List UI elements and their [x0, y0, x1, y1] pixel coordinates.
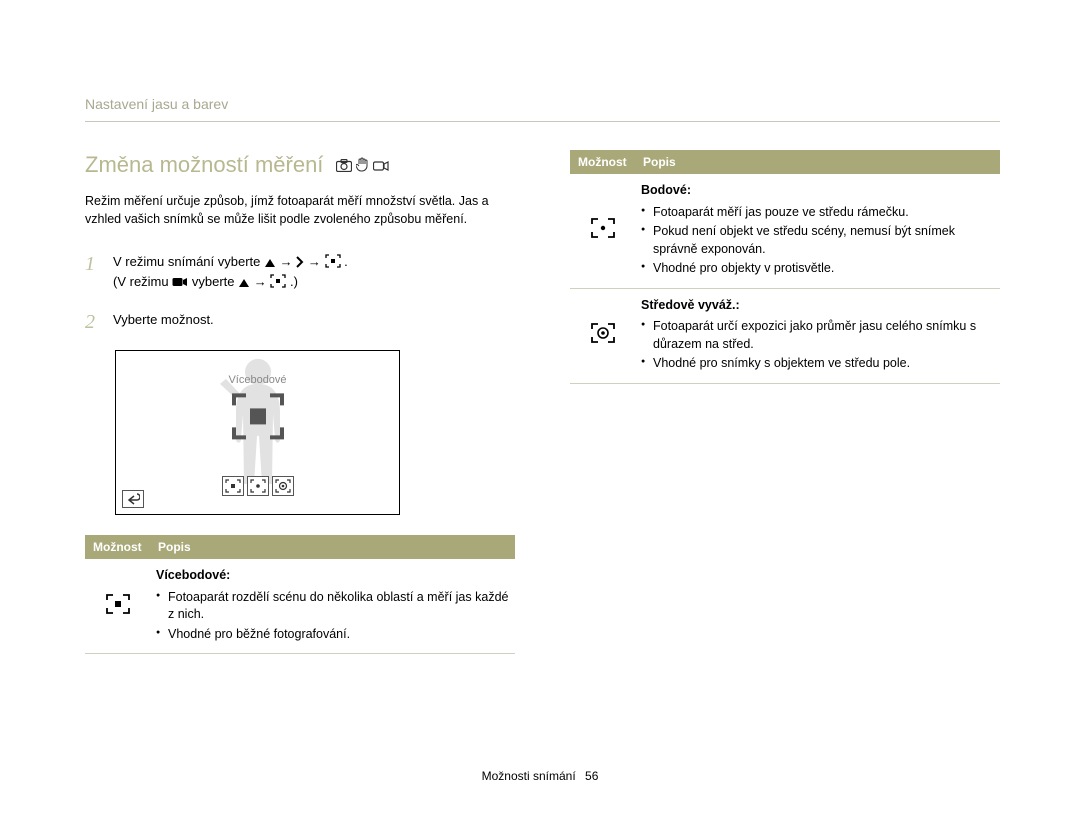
- step-1: 1 V režimu snímání vyberte → → . (V reži…: [85, 250, 515, 293]
- option-bullet: Vhodné pro běžné fotografování.: [156, 626, 509, 644]
- back-button-icon: [122, 490, 144, 508]
- option-title: Vícebodové:: [156, 567, 509, 585]
- option-icon-cell: [85, 559, 150, 654]
- screen-selected-icon: [230, 391, 286, 446]
- option-bullet: Vhodné pro objekty v protisvětle.: [641, 260, 994, 278]
- option-desc-cell: Středově vyváž.: Fotoaparát určí expozic…: [635, 288, 1000, 383]
- step-body: V režimu snímání vyberte → → . (V režimu…: [113, 250, 515, 293]
- th-option: Možnost: [570, 150, 635, 175]
- option-desc-cell: Bodové: Fotoaparát měří jas pouze ve stř…: [635, 174, 1000, 288]
- chevron-right-icon: [296, 255, 304, 273]
- options-table-left: Možnost Popis Vícebodové: Fotoaparát roz…: [85, 535, 515, 655]
- step1-arrow-1: →: [280, 254, 297, 269]
- step-body: Vyberte možnost.: [113, 308, 515, 336]
- option-bullet: Fotoaparát rozdělí scénu do několika obl…: [156, 589, 509, 624]
- screen-options-row: [222, 476, 294, 496]
- metering-center-icon: [590, 322, 616, 344]
- option-bullet: Pokud není objekt ve středu scény, nemus…: [641, 223, 994, 258]
- camera-icon: [336, 150, 352, 181]
- step1-text-d: .: [344, 254, 348, 269]
- page-number: 56: [585, 768, 598, 785]
- table-row: Vícebodové: Fotoaparát rozdělí scénu do …: [85, 559, 515, 654]
- camera-screen-preview: Vícebodové: [115, 350, 400, 515]
- option-bullet: Vhodné pro snímky s objektem ve středu p…: [641, 355, 994, 373]
- up-triangle-icon: [238, 275, 250, 293]
- section-heading: Změna možností měření: [85, 150, 515, 182]
- table-row: Bodové: Fotoaparát měří jas pouze ve stř…: [570, 174, 1000, 288]
- option-icon-cell: [570, 174, 635, 288]
- heading-text: Změna možností měření: [85, 152, 323, 177]
- step-2: 2 Vyberte možnost.: [85, 308, 515, 336]
- option-multi-icon: [222, 476, 244, 496]
- metering-multi-icon: [325, 254, 341, 273]
- right-column: Možnost Popis Bodové: Fotoaparát měří ja…: [570, 150, 1000, 655]
- metering-multi-icon: [270, 274, 286, 293]
- option-title: Bodové:: [641, 182, 994, 200]
- option-bullet: Fotoaparát měří jas pouze ve středu ráme…: [641, 204, 994, 222]
- table-row: Středově vyváž.: Fotoaparát určí expozic…: [570, 288, 1000, 383]
- step1-line2-c: →: [254, 274, 271, 289]
- th-option: Možnost: [85, 535, 150, 560]
- option-desc-cell: Vícebodové: Fotoaparát rozdělí scénu do …: [150, 559, 515, 654]
- step-number: 1: [85, 250, 113, 293]
- th-desc: Popis: [150, 535, 515, 560]
- step1-line2-b: vyberte: [192, 274, 238, 289]
- video-mode-icon: [172, 275, 188, 293]
- intro-text: Režim měření určuje způsob, jímž fotoapa…: [85, 193, 515, 228]
- step1-text-a: V režimu snímání vyberte: [113, 254, 264, 269]
- option-title: Středově vyváž.:: [641, 297, 994, 315]
- option-center-icon: [272, 476, 294, 496]
- hand-icon: [356, 150, 369, 181]
- breadcrumb: Nastavení jasu a barev: [85, 95, 1000, 122]
- screen-mode-label: Vícebodové: [228, 373, 286, 388]
- option-spot-icon: [247, 476, 269, 496]
- footer-section: Možnosti snímání: [482, 769, 576, 783]
- metering-multi-icon: [105, 593, 131, 615]
- step-number: 2: [85, 308, 113, 336]
- step1-line2-a: (V režimu: [113, 274, 172, 289]
- th-desc: Popis: [635, 150, 1000, 175]
- options-table-right: Možnost Popis Bodové: Fotoaparát měří ja…: [570, 150, 1000, 384]
- step1-line2-d: .): [290, 274, 298, 289]
- metering-spot-icon: [590, 217, 616, 239]
- up-triangle-icon: [264, 255, 276, 273]
- video-icon: [373, 150, 389, 181]
- step1-arrow-2: →: [308, 254, 325, 269]
- left-column: Změna možností měření Režim měření určuj…: [85, 150, 515, 655]
- option-icon-cell: [570, 288, 635, 383]
- page-footer: Možnosti snímání 56: [0, 768, 1080, 785]
- option-bullet: Fotoaparát určí expozici jako průměr jas…: [641, 318, 994, 353]
